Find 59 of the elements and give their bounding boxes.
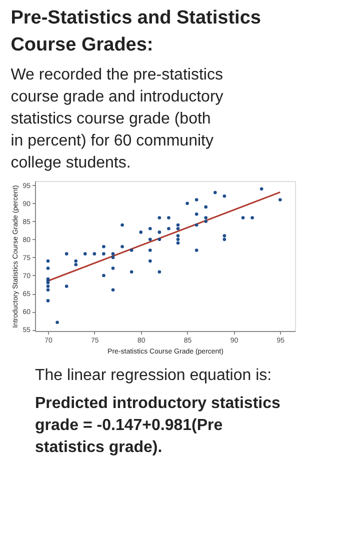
point (83, 252, 87, 256)
point (250, 216, 254, 220)
point (102, 274, 106, 278)
point (194, 223, 198, 227)
point (176, 226, 180, 230)
point (222, 234, 226, 238)
point (74, 259, 78, 263)
point (102, 252, 106, 256)
point (120, 223, 124, 227)
point (222, 238, 226, 242)
point (111, 288, 115, 292)
point (102, 244, 106, 248)
point (46, 284, 50, 288)
point (222, 194, 226, 198)
point (120, 244, 124, 248)
point (158, 238, 162, 242)
point (46, 266, 50, 270)
point (194, 248, 198, 252)
point (56, 320, 59, 324)
point (158, 216, 162, 220)
point (130, 270, 134, 274)
point (46, 288, 50, 292)
point (64, 284, 68, 288)
point (148, 248, 152, 252)
point (167, 216, 170, 220)
point (111, 266, 115, 270)
point (213, 190, 217, 194)
chart-title: Pre-Statistics and Statistics Course Grades: (10, 8, 261, 56)
point (260, 187, 264, 191)
point (148, 259, 152, 263)
point (139, 230, 143, 234)
chart-subtitle: We recorded the pre-statistics course grade and introductory statistics course grade (both in percent) for 60 community college students. (10, 66, 224, 172)
point (111, 252, 115, 256)
point (158, 230, 162, 234)
point (46, 299, 50, 302)
point (204, 220, 208, 224)
point (176, 234, 180, 238)
point (204, 216, 208, 220)
point (148, 226, 152, 230)
point (64, 252, 68, 256)
point (241, 216, 245, 220)
text: The linear regression equation is: (35, 367, 272, 384)
point (204, 205, 208, 209)
point (176, 241, 180, 245)
point (167, 226, 170, 230)
point (130, 248, 134, 252)
point (74, 263, 78, 266)
point (111, 256, 115, 260)
text: Predicted introductory statistics grade = -0.147+0.981(Pre statistics grade). (35, 395, 280, 456)
point (92, 252, 96, 256)
point (158, 270, 162, 274)
point (176, 223, 180, 227)
point (194, 198, 198, 202)
point (278, 198, 282, 202)
point (194, 212, 198, 216)
point (148, 238, 152, 242)
point (46, 259, 50, 263)
point (186, 202, 189, 206)
point (176, 238, 180, 242)
